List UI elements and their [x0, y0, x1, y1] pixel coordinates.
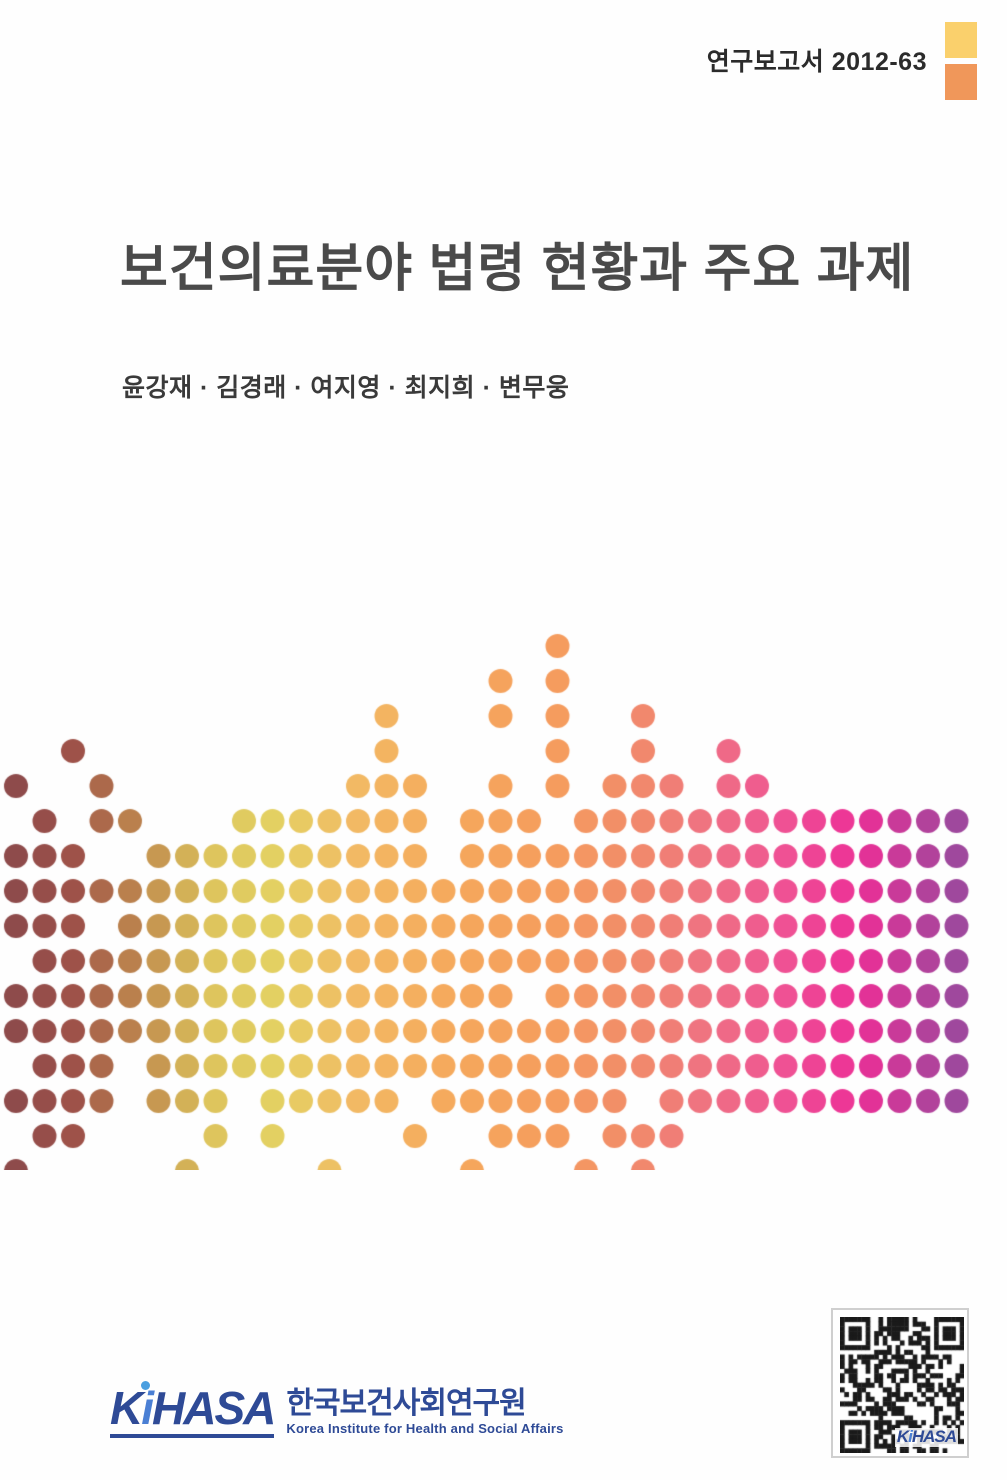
kihasa-wordmark-icon: KiHASA: [110, 1381, 276, 1434]
qr-code[interactable]: KiHASA: [831, 1308, 969, 1458]
swatch-yellow: [945, 22, 977, 58]
halftone-dot-pattern: [0, 630, 1007, 1170]
qr-kihasa-logo-icon: KiHASA: [894, 1427, 958, 1447]
corner-swatch-group: [945, 22, 977, 100]
page-title: 보건의료분야 법령 현황과 주요 과제: [120, 240, 915, 298]
series-number-label: 연구보고서 2012-63: [706, 48, 927, 76]
author-list: 윤강재 · 김경래 · 여지영 · 최지희 · 변무웅: [122, 374, 570, 402]
header-series-row: 연구보고서 2012-63: [707, 42, 977, 78]
swatch-orange: [945, 64, 977, 100]
publisher-name-korean: 한국보건사회연구원: [286, 1386, 526, 1420]
publisher-logo: KiHASA 한국보건사회연구원 Korea Institute for Hea…: [110, 1381, 564, 1438]
publisher-name-english: Korea Institute for Health and Social Af…: [286, 1421, 564, 1436]
logo-underline-rule: [110, 1434, 275, 1438]
